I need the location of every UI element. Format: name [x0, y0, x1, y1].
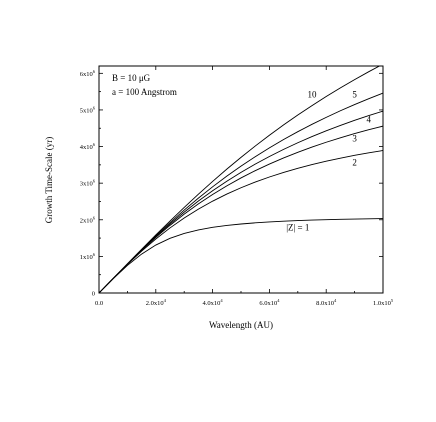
- series-label-2: 3: [352, 134, 357, 144]
- x-tick-label: 6.0x104: [259, 298, 280, 307]
- annotation-grain-size: a = 100 Angstrom: [112, 87, 177, 97]
- x-tick-label: 0.0: [95, 300, 103, 307]
- series-line-2: [99, 125, 383, 293]
- x-axis-title: Wavelength (AU): [209, 320, 273, 330]
- tick-labels: 0.0 2.0x104 4.0x104 6.0x104 8.0x104 1.0x105 0 1…: [80, 69, 394, 307]
- x-tick-label: 1.0x105: [373, 298, 394, 307]
- y-tick-label: 2x106: [80, 215, 96, 224]
- series-label-4: 5: [352, 90, 357, 100]
- series-labels: |Z| = 1 2 34 5 10: [286, 90, 371, 233]
- x-tick-label: 8.0x104: [316, 298, 337, 307]
- y-tick-label: 5x106: [80, 105, 96, 114]
- series-line-0: [99, 218, 383, 293]
- y-tick-label: 1x106: [80, 252, 96, 261]
- plot-frame: [98, 65, 384, 294]
- y-tick-label: 3x106: [80, 179, 96, 188]
- tick-marks: [98, 66, 384, 294]
- series-label-3: 4: [367, 115, 372, 125]
- series-curves: [99, 66, 383, 293]
- y-tick-label: 4x106: [80, 142, 96, 151]
- series-label-5: 10: [308, 90, 318, 100]
- series-line-4: [99, 92, 383, 293]
- x-tick-label: 4.0x104: [203, 298, 224, 307]
- y-tick-label: 0: [92, 291, 95, 298]
- y-tick-label: 6x106: [80, 69, 96, 78]
- series-label-0: |Z| = 1: [286, 223, 309, 233]
- series-line-3: [99, 110, 383, 293]
- annotation-field-strength: B = 10 μG: [112, 73, 151, 83]
- x-tick-label: 2.0x104: [146, 298, 167, 307]
- series-label-1: 2: [352, 157, 357, 167]
- y-axis-title: Growth Time-Scale (yr): [44, 137, 54, 224]
- series-line-5: [99, 66, 381, 293]
- series-line-1: [99, 150, 383, 293]
